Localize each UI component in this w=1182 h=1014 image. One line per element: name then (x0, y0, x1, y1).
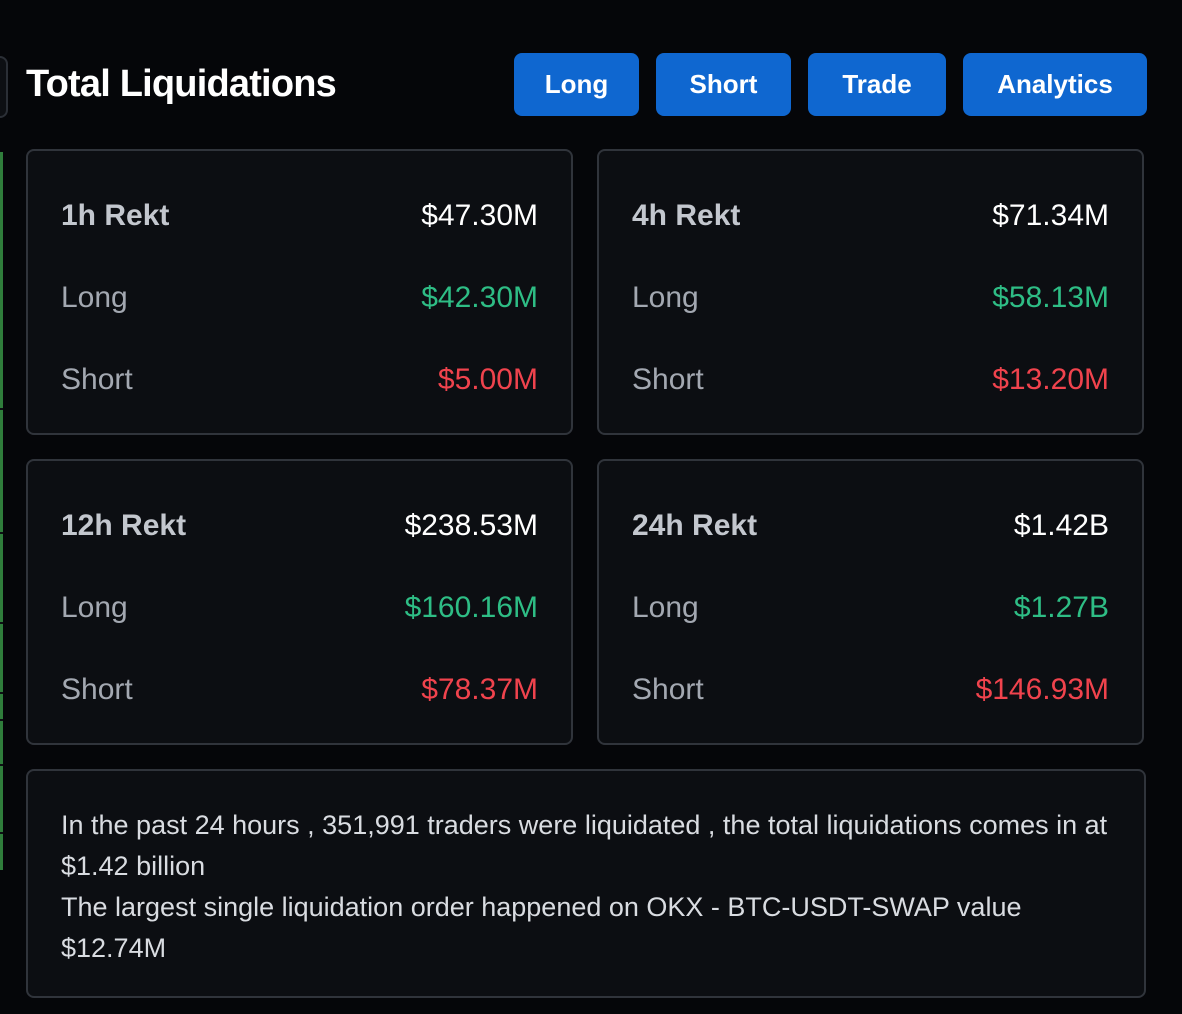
long-value: $42.30M (421, 281, 538, 314)
left-edge-panel (0, 56, 8, 118)
short-label: Short (61, 673, 133, 706)
rekt-total-value: $238.53M (404, 509, 538, 542)
short-value: $146.93M (975, 673, 1109, 706)
rekt-total-row: 24h Rekt $1.42B (632, 509, 1109, 543)
short-label: Short (632, 673, 704, 706)
short-value: $78.37M (421, 673, 538, 706)
rekt-card-4h: 4h Rekt $71.34M Long $58.13M Short $13.2… (597, 149, 1144, 435)
header-button-group: Long Short Trade Analytics (514, 52, 1147, 116)
short-label: Short (61, 363, 133, 396)
header: Total Liquidations Long Short Trade Anal… (26, 52, 1147, 116)
rekt-total-value: $71.34M (992, 199, 1109, 232)
rekt-total-row: 1h Rekt $47.30M (61, 199, 538, 233)
trade-button[interactable]: Trade (808, 52, 946, 116)
summary-largest-order-text: The largest single liquidation order hap… (61, 892, 1022, 963)
summary-total-text: In the past 24 hours , 351,991 traders w… (61, 810, 1108, 881)
rekt-period-label: 24h Rekt (632, 509, 758, 542)
rekt-short-row: Short $13.20M (632, 363, 1109, 397)
rekt-short-row: Short $78.37M (61, 673, 538, 707)
rekt-card-24h: 24h Rekt $1.42B Long $1.27B Short $146.9… (597, 459, 1144, 745)
rekt-period-label: 1h Rekt (61, 199, 170, 232)
rekt-period-label: 4h Rekt (632, 199, 741, 232)
rekt-long-row: Long $160.16M (61, 591, 538, 625)
left-green-strip (0, 152, 3, 870)
long-label: Long (61, 281, 128, 314)
rekt-long-row: Long $1.27B (632, 591, 1109, 625)
rekt-total-value: $47.30M (421, 199, 538, 232)
rekt-short-row: Short $5.00M (61, 363, 538, 397)
long-label: Long (632, 591, 699, 624)
rekt-total-row: 12h Rekt $238.53M (61, 509, 538, 543)
rekt-long-row: Long $58.13M (632, 281, 1109, 315)
rekt-total-row: 4h Rekt $71.34M (632, 199, 1109, 233)
long-label: Long (632, 281, 699, 314)
rekt-total-value: $1.42B (1013, 509, 1109, 542)
rekt-period-label: 12h Rekt (61, 509, 187, 542)
page-title: Total Liquidations (26, 62, 337, 105)
short-value: $13.20M (992, 363, 1109, 396)
analytics-button[interactable]: Analytics (963, 52, 1147, 116)
long-value: $160.16M (404, 591, 538, 624)
rekt-long-row: Long $42.30M (61, 281, 538, 315)
rekt-card-1h: 1h Rekt $47.30M Long $42.30M Short $5.00… (26, 149, 573, 435)
short-value: $5.00M (437, 363, 538, 396)
short-label: Short (632, 363, 704, 396)
short-button[interactable]: Short (656, 52, 791, 116)
long-value: $58.13M (992, 281, 1109, 314)
rekt-short-row: Short $146.93M (632, 673, 1109, 707)
liquidation-summary: In the past 24 hours , 351,991 traders w… (26, 769, 1146, 998)
rekt-card-12h: 12h Rekt $238.53M Long $160.16M Short $7… (26, 459, 573, 745)
long-value: $1.27B (1013, 591, 1109, 624)
long-label: Long (61, 591, 128, 624)
long-button[interactable]: Long (514, 52, 639, 116)
